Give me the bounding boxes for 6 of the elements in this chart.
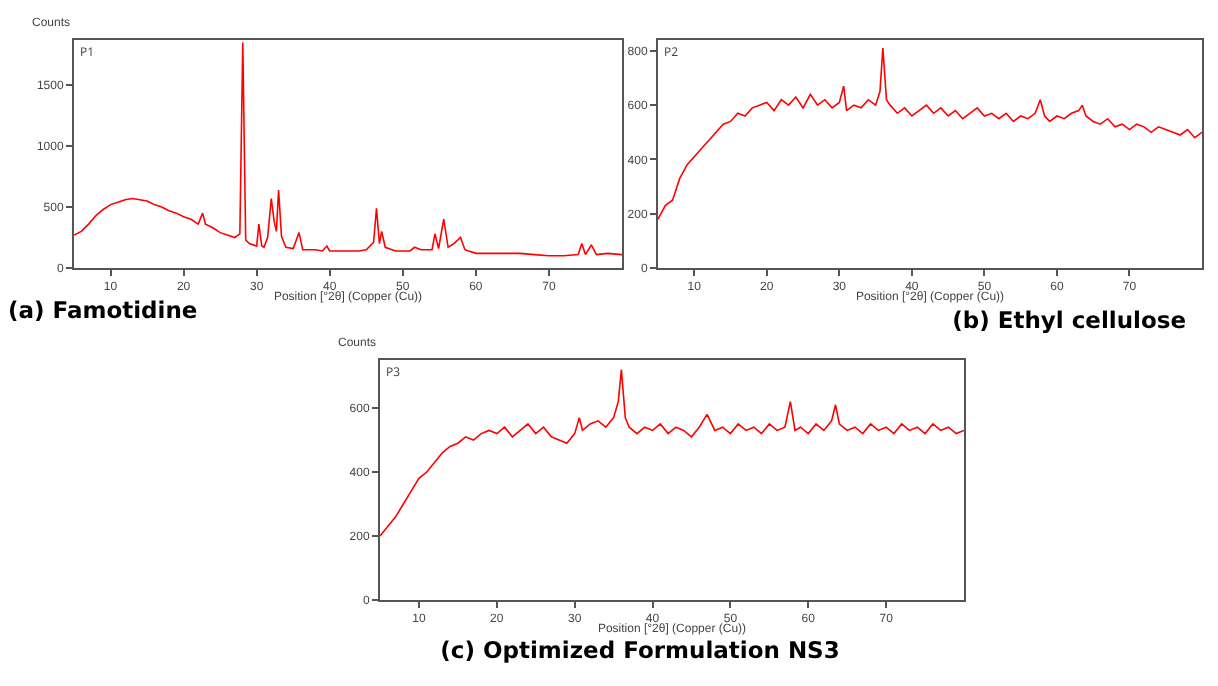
- text: (a) Famotidine: [8, 296, 198, 324]
- line-series: [658, 47, 1202, 220]
- text: (c) Optimized Formulation NS3: [438, 636, 842, 664]
- line-series: [380, 368, 964, 537]
- text: (b) Ethyl cellulose: [952, 306, 1186, 334]
- line-series: [74, 41, 622, 257]
